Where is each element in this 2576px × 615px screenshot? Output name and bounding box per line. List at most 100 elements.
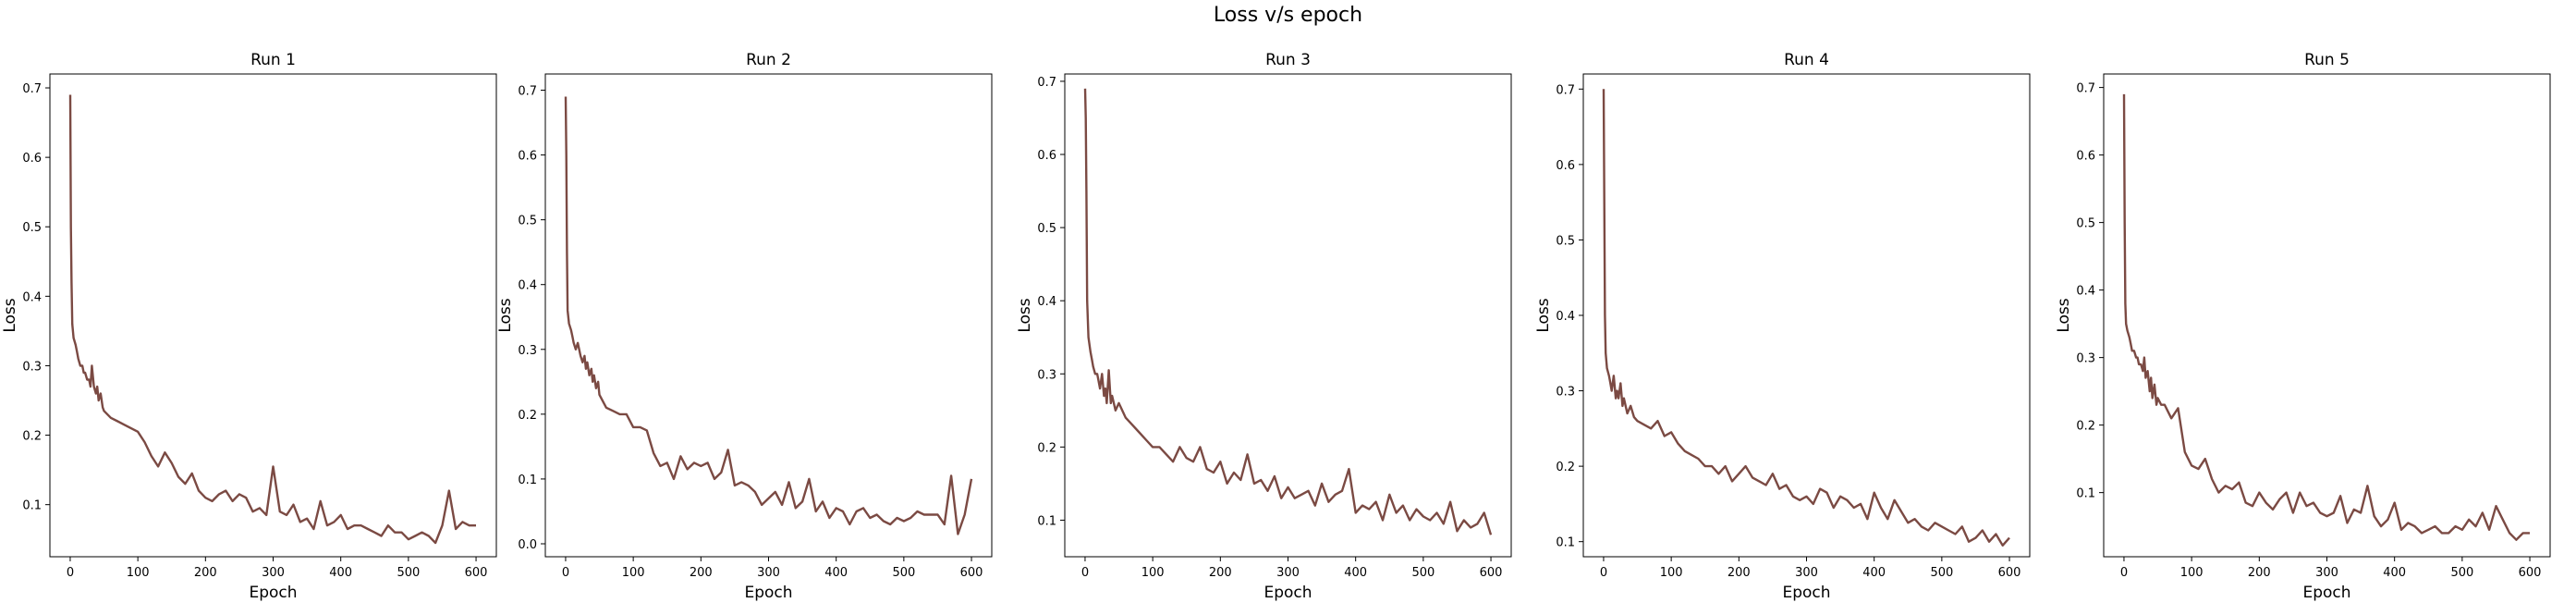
y-tick-label: 0.3: [518, 344, 537, 358]
axes-frame: [1582, 73, 2031, 558]
y-tick-label: 0.3: [2076, 352, 2095, 366]
x-tick-label: 100: [622, 566, 645, 580]
subplot-title: Run 1: [250, 51, 296, 69]
y-tick-label: 0.4: [1556, 310, 1575, 324]
y-tick-label: 0.5: [1037, 222, 1056, 236]
loss-line: [1083, 88, 1493, 535]
y-tick-label: 0.2: [518, 409, 537, 423]
loss-line: [564, 96, 973, 535]
y-tick-label: 0.3: [1037, 368, 1056, 382]
subplot-title: Run 2: [746, 51, 791, 69]
x-tick-label: 300: [757, 566, 780, 580]
subplot-title: Run 5: [2304, 51, 2350, 69]
x-tick-label: 0: [1081, 566, 1089, 580]
y-tick-label: 0.6: [22, 152, 42, 166]
subplot-run-4: Run 4 0 100 200 300 400 500 600 0.1 0.2 0.3 0.4 0.5 0…: [1534, 51, 2031, 602]
axes-frame: [1064, 73, 1512, 558]
y-tick-label: 0.1: [518, 474, 537, 487]
subplot-run-5: Run 5 0 100 200 300 400 500 600 0.1 0.2 0.3 0.4 0.5 0…: [2055, 51, 2551, 602]
x-tick-label: 400: [824, 566, 848, 580]
x-tick-label: 200: [1209, 566, 1232, 580]
loss-line: [68, 94, 476, 545]
subplot-run-3: Run 3 0 100 200 300 400 500 600 0.1 0.2 0.3 0.4 0.5 0…: [1016, 51, 1512, 602]
x-tick-label: 200: [194, 566, 217, 580]
x-tick-label: 500: [397, 566, 420, 580]
y-axis-label: Loss: [496, 298, 515, 332]
x-tick-label: 500: [1930, 566, 1953, 580]
x-tick-label: 100: [1660, 566, 1683, 580]
y-tick-label: 0.2: [1037, 441, 1056, 455]
x-tick-label: 400: [1862, 566, 1886, 580]
subplot-title: Run 3: [1265, 51, 1311, 69]
y-tick-label: 0.7: [518, 85, 537, 99]
y-axis-label: Loss: [1, 298, 19, 332]
x-tick-label: 300: [1276, 566, 1300, 580]
y-axis-label: Loss: [2055, 298, 2073, 332]
figure-title: Loss v/s epoch: [1213, 4, 1363, 27]
x-tick-label: 400: [2383, 566, 2406, 580]
y-tick-label: 0.6: [1037, 149, 1056, 163]
x-axis-label: Epoch: [1782, 584, 1830, 602]
y-tick-label: 0.5: [22, 221, 42, 235]
x-tick-label: 300: [1795, 566, 1818, 580]
y-tick-label: 0.7: [1556, 83, 1575, 97]
x-tick-label: 600: [1998, 566, 2021, 580]
y-tick-label: 0.4: [2076, 285, 2095, 299]
loss-line: [2122, 93, 2530, 541]
x-axis-label: Epoch: [2302, 584, 2350, 602]
y-tick-label: 0.1: [22, 499, 42, 513]
x-tick-label: 500: [1411, 566, 1435, 580]
x-tick-label: 300: [262, 566, 285, 580]
loss-line: [1602, 89, 2010, 547]
y-tick-label: 0.1: [1556, 536, 1575, 550]
y-tick-label: 0.5: [518, 215, 537, 228]
x-tick-label: 0: [67, 566, 74, 580]
y-tick-label: 0.7: [1037, 76, 1056, 90]
x-tick-label: 100: [127, 566, 150, 580]
y-tick-label: 0.6: [1556, 159, 1575, 173]
x-tick-label: 600: [1480, 566, 1503, 580]
subplot-title: Run 4: [1784, 51, 1829, 69]
x-tick-label: 500: [2450, 566, 2473, 580]
x-tick-label: 0: [2120, 566, 2128, 580]
y-tick-label: 0.1: [1037, 514, 1056, 528]
y-tick-label: 0.6: [518, 150, 537, 164]
x-tick-label: 600: [2519, 566, 2542, 580]
y-tick-label: 0.1: [2076, 487, 2095, 501]
y-tick-label: 0.4: [1037, 295, 1056, 309]
subplot-run-2: Run 2 0 100 200 300 400 500 600 0.0 0.1 0.2 0.3 0.4 0…: [496, 51, 993, 602]
x-tick-label: 600: [465, 566, 488, 580]
y-tick-label: 0.3: [1556, 386, 1575, 400]
x-tick-label: 300: [2315, 566, 2338, 580]
x-tick-label: 100: [2180, 566, 2204, 580]
x-tick-label: 200: [690, 566, 713, 580]
y-axis-label: Loss: [1534, 298, 1553, 332]
y-axis-label: Loss: [1016, 298, 1034, 332]
x-tick-label: 0: [1600, 566, 1607, 580]
x-axis-label: Epoch: [744, 584, 792, 602]
y-tick-label: 0.0: [518, 538, 537, 552]
y-tick-label: 0.4: [518, 279, 537, 293]
y-tick-label: 0.6: [2076, 150, 2095, 164]
y-tick-label: 0.7: [2076, 82, 2095, 96]
x-axis-label: Epoch: [1264, 584, 1312, 602]
x-tick-label: 0: [562, 566, 569, 580]
x-tick-label: 400: [329, 566, 352, 580]
x-axis-label: Epoch: [249, 584, 297, 602]
x-tick-label: 400: [1344, 566, 1367, 580]
y-tick-label: 0.2: [22, 430, 42, 444]
x-tick-label: 200: [1728, 566, 1751, 580]
y-tick-label: 0.3: [22, 360, 42, 374]
y-tick-label: 0.2: [2076, 420, 2095, 434]
x-tick-label: 100: [1141, 566, 1165, 580]
y-tick-label: 0.5: [1556, 234, 1575, 248]
x-tick-label: 200: [2248, 566, 2271, 580]
axes-frame: [544, 73, 993, 558]
x-tick-label: 500: [892, 566, 915, 580]
y-tick-label: 0.4: [22, 290, 42, 304]
x-tick-label: 600: [960, 566, 983, 580]
y-tick-label: 0.7: [22, 82, 42, 96]
axes-frame: [49, 73, 497, 558]
